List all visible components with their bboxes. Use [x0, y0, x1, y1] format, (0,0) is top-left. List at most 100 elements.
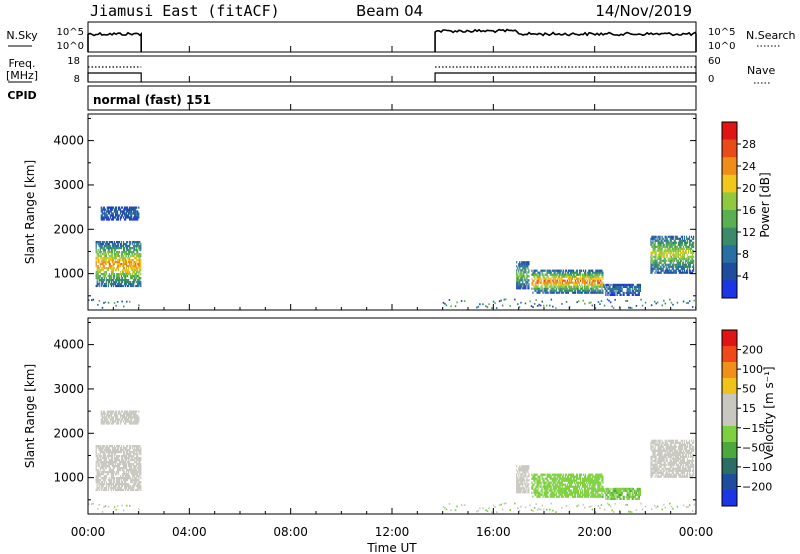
velocity-cell: [125, 479, 127, 482]
velocity-cell: [610, 491, 612, 494]
velocity-cell: [140, 457, 142, 460]
velocity-cell: [110, 418, 112, 421]
power-cell: [621, 287, 623, 290]
velocity-cell: [117, 422, 120, 425]
velocity-cell: [125, 473, 127, 476]
power-cell: [525, 263, 527, 266]
velocity-cell: [576, 475, 579, 478]
power-cell: [109, 245, 111, 248]
power-cell: [582, 281, 584, 284]
power-cell: [136, 269, 138, 272]
velocity-cell: [675, 469, 677, 472]
velocity-cell: [126, 469, 128, 472]
velocity-cell: [108, 455, 110, 458]
velocity-cell: [521, 467, 523, 470]
velocity-cell: [617, 491, 619, 494]
velocity-cell: [585, 485, 587, 488]
velocity-cell: [602, 487, 604, 490]
power-cell: [588, 269, 590, 272]
power-cell: [522, 261, 524, 264]
power-cell: [679, 247, 681, 250]
power-cell: [517, 303, 519, 305]
power-cell: [574, 285, 577, 288]
velocity-cell: [135, 445, 137, 448]
velocity-cell: [115, 471, 118, 474]
velocity-cell: [549, 487, 551, 490]
power-cell: [668, 251, 670, 254]
velocity-cell: [140, 459, 142, 462]
power-cell: [586, 289, 588, 292]
velocity-cell: [119, 422, 122, 425]
power-cell: [131, 269, 133, 272]
power-cell: [120, 273, 123, 276]
power-cell: [676, 255, 678, 258]
power-cell: [525, 269, 527, 272]
velocity-cell: [111, 465, 113, 468]
velocity-cell: [675, 471, 677, 474]
velocity-cell: [567, 477, 569, 480]
power-cell: [105, 257, 107, 260]
velocity-cell: [575, 473, 578, 476]
velocity-cell: [554, 485, 556, 488]
power-cell: [108, 263, 110, 266]
power-cell: [660, 247, 662, 250]
power-cell: [528, 269, 530, 272]
power-colorbar-swatch: [722, 245, 737, 264]
velocity-cell: [669, 457, 671, 460]
velocity-cell: [611, 495, 613, 498]
power-cell: [530, 305, 533, 307]
power-cell: [126, 273, 128, 276]
power-cell: [617, 287, 619, 290]
power-cell: [115, 273, 118, 276]
velocity-cell: [542, 485, 544, 488]
power-cell: [99, 241, 101, 244]
velocity-cell: [135, 473, 137, 476]
power-cell: [566, 287, 568, 290]
velocity-cell: [123, 467, 125, 470]
power-cell: [574, 287, 577, 290]
velocity-cell: [133, 459, 135, 462]
power-cell: [661, 249, 663, 252]
power-cell: [580, 291, 582, 294]
power-cell: [102, 241, 104, 244]
power-cell: [108, 212, 110, 215]
velocity-cell: [134, 447, 136, 450]
velocity-cell: [518, 483, 520, 486]
power-cell: [635, 293, 637, 296]
power-cell: [651, 269, 653, 272]
velocity-cell: [534, 481, 536, 484]
velocity-cell: [136, 457, 138, 460]
power-cell: [677, 265, 679, 268]
velocity-cell: [601, 495, 603, 498]
freq-panel: Freq. [MHz] 18 8 60 0 Nave: [6, 55, 775, 85]
power-cell: [670, 301, 673, 304]
power-cell: [652, 269, 654, 272]
velocity-cell: [666, 451, 668, 454]
velocity-cell: [528, 473, 530, 476]
power-cell: [617, 283, 619, 286]
power-cell: [476, 306, 478, 309]
velocity-cell: [110, 483, 112, 486]
power-cell: [691, 271, 694, 274]
power-cell: [538, 279, 540, 282]
power-cell: [570, 277, 573, 280]
power-cell: [600, 300, 603, 302]
velocity-cell: [139, 451, 141, 454]
velocity-cell: [132, 457, 134, 460]
velocity-cell: [134, 475, 136, 478]
velocity-cell: [610, 487, 612, 490]
velocity-cell: [676, 439, 678, 442]
velocity-cell: [95, 461, 97, 464]
power-cell: [540, 277, 542, 280]
velocity-cell: [527, 471, 529, 474]
velocity-cell: [136, 445, 138, 448]
velocity-cell: [140, 473, 142, 476]
power-cell: [573, 273, 576, 276]
power-cell: [133, 267, 135, 270]
velocity-cell: [102, 483, 104, 486]
power-cell: [662, 255, 664, 258]
power-cell: [115, 281, 118, 284]
power-cell: [482, 303, 484, 306]
power-cell: [95, 273, 97, 276]
power-cell: [664, 247, 666, 250]
